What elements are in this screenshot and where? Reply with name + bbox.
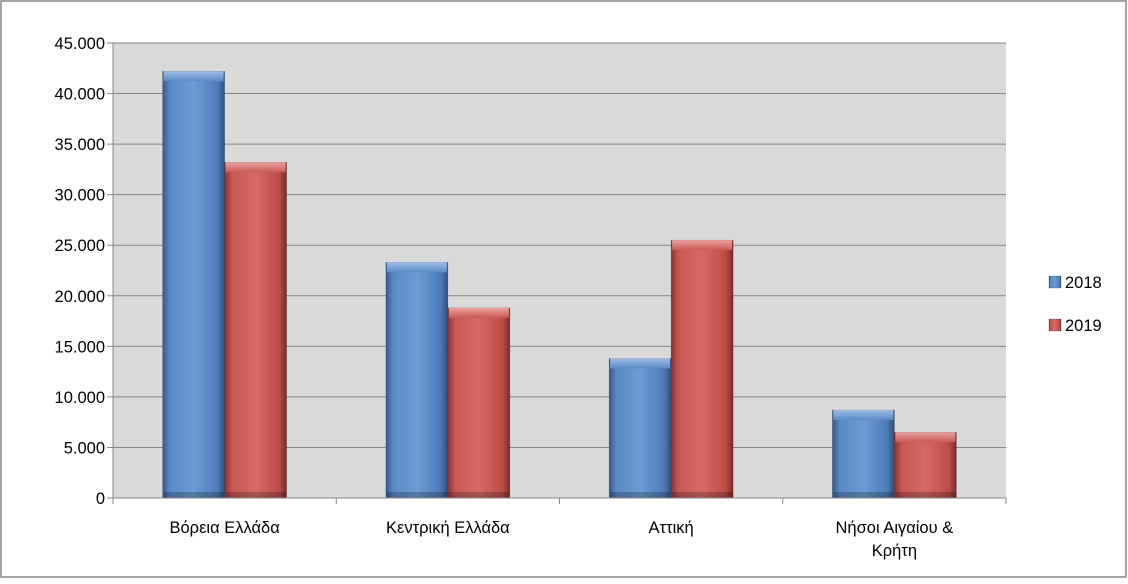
legend: 2018 2019 <box>1048 274 1102 335</box>
bar-2019-1 <box>447 307 511 499</box>
bar-2019-3 <box>894 431 957 499</box>
bar-base-2018-3 <box>833 492 894 498</box>
bar-base-2019-0 <box>225 492 286 498</box>
bar-base-2018-2 <box>610 492 671 498</box>
axes <box>107 42 1007 504</box>
bar-base-2019-3 <box>895 492 956 498</box>
x-tick-label: Βόρεια Ελλάδα <box>170 519 281 537</box>
y-tick-label: 40.000 <box>55 86 105 104</box>
y-tick-label: 45.000 <box>55 35 105 53</box>
x-tick-label: Νήσοι Αιγαίου & Κρήτη <box>836 519 954 560</box>
bar-cap-2018-0 <box>163 71 224 82</box>
legend-swatch-2018 <box>1048 275 1062 289</box>
y-tick-label: 0 <box>96 490 105 508</box>
bar-base-2019-2 <box>672 492 733 498</box>
bar-base-2018-0 <box>163 492 224 498</box>
y-tick-label: 20.000 <box>55 288 105 306</box>
bar-cap-2019-2 <box>672 240 733 251</box>
y-tick-label: 5.000 <box>64 439 105 457</box>
bar-2018-3 <box>832 409 895 499</box>
legend-swatch-2019 <box>1048 318 1062 332</box>
bar-cap-2018-2 <box>610 358 671 369</box>
y-tick-label: 15.000 <box>55 338 105 356</box>
bar-cap-2018-1 <box>386 262 447 273</box>
y-tick-label: 25.000 <box>55 237 105 255</box>
bar-2018-2 <box>608 358 672 499</box>
legend-label-2018: 2018 <box>1065 274 1102 292</box>
bar-2019-2 <box>670 239 734 499</box>
bar-2018-1 <box>385 262 449 499</box>
y-tick-label: 35.000 <box>55 136 105 154</box>
bar-2018-0 <box>162 71 225 499</box>
bars <box>162 71 957 499</box>
legend-label-2019: 2019 <box>1065 317 1102 335</box>
y-tick-label: 30.000 <box>55 187 105 205</box>
x-tick-label: Αττική <box>649 519 694 537</box>
bar-cap-2019-1 <box>448 307 509 318</box>
bar-cap-2018-3 <box>833 410 894 421</box>
bar-2019-0 <box>224 162 287 499</box>
bar-cap-2019-0 <box>225 162 286 173</box>
bar-base-2018-1 <box>386 492 447 498</box>
y-tick-label: 10.000 <box>55 389 105 407</box>
bar-cap-2019-3 <box>895 432 956 443</box>
bar-base-2019-1 <box>448 492 509 498</box>
x-tick-label: Κεντρική Ελλάδα <box>386 519 510 537</box>
axis-labels: 0 5.000 10.000 15.000 20.000 25.000 30.000 35.0… <box>55 35 954 560</box>
